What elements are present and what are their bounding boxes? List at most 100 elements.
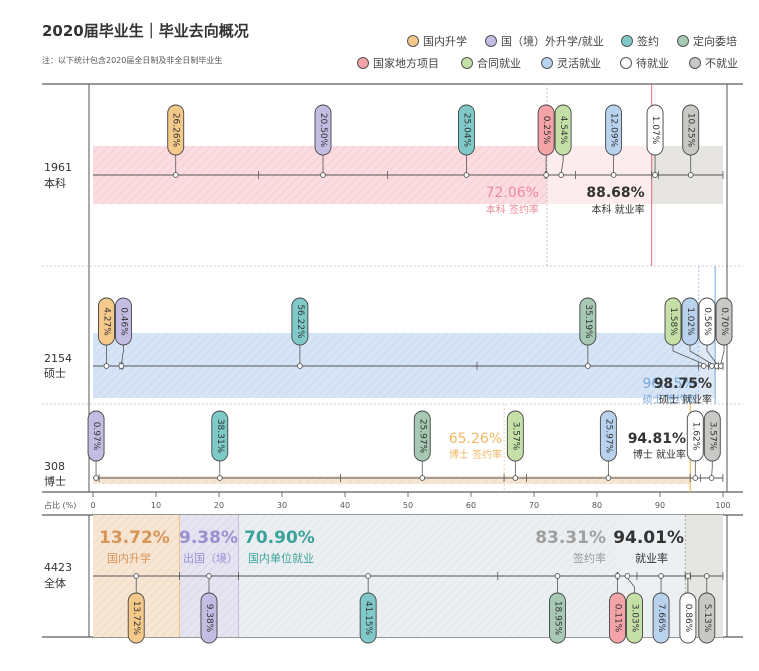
sign-rate-label: 硕士 签约率 xyxy=(643,393,696,406)
label-pill xyxy=(609,592,626,644)
segment-dot xyxy=(133,573,140,579)
value-label: 3.57% xyxy=(510,422,520,451)
segment-dot xyxy=(512,475,519,481)
value-label: 1.58% xyxy=(668,307,678,336)
legend-swatch xyxy=(689,57,701,69)
value-label: 35.19% xyxy=(583,304,593,339)
summary-value: 9.38% xyxy=(179,528,238,548)
value-label: 0.56% xyxy=(702,307,712,336)
legend-label: 签约 xyxy=(637,35,659,48)
legend-label: 定向委培 xyxy=(693,35,737,48)
label-pill xyxy=(87,410,105,462)
label-pill xyxy=(646,104,664,156)
value-label: 5.13% xyxy=(702,604,712,633)
label-pill xyxy=(167,104,185,156)
value-label: 38.31% xyxy=(215,419,225,454)
group-name: 硕士 xyxy=(44,367,66,380)
legend-label: 国家地方项目 xyxy=(373,57,439,70)
label-pill xyxy=(626,592,643,644)
legend-swatch xyxy=(407,35,419,47)
sign-rate-value: 72.06% xyxy=(486,185,539,201)
segment-dot xyxy=(297,363,303,369)
x-tick-label: 60 xyxy=(466,501,476,510)
label-pill xyxy=(681,297,699,346)
value-label: 12.09% xyxy=(609,113,619,148)
label-pill xyxy=(413,410,431,462)
label-pill xyxy=(506,410,524,462)
employment-rate-value: 94.01% xyxy=(613,528,684,548)
value-label: 56.22% xyxy=(295,304,305,339)
value-label: 3.03% xyxy=(630,604,640,633)
legend-item-directed: 定向委培 xyxy=(677,33,737,49)
x-axis-label: 占比 (%) xyxy=(44,500,76,510)
legend-item-pending: 待就业 xyxy=(620,55,669,71)
segment-dot xyxy=(419,475,426,481)
legend-label: 国（境）外升学/就业 xyxy=(501,35,604,48)
segment-dot xyxy=(365,573,372,579)
label-connector xyxy=(672,345,704,365)
legend-swatch xyxy=(620,57,632,69)
legend-label: 待就业 xyxy=(636,57,669,70)
legend-swatch xyxy=(541,57,553,69)
summary-value: 13.72% xyxy=(99,528,170,548)
segment-dot xyxy=(652,172,658,178)
value-label: 13.72% xyxy=(131,601,141,636)
value-label: 20.50% xyxy=(318,113,328,148)
segment-dot xyxy=(93,475,99,481)
x-tick-label: 0 xyxy=(90,501,95,510)
segment-dot xyxy=(118,363,125,369)
segment-dot xyxy=(463,172,470,178)
label-connector xyxy=(720,345,725,365)
value-label: 0.97% xyxy=(91,422,101,451)
value-label: 0.70% xyxy=(719,307,729,336)
segment-dot xyxy=(610,172,617,178)
group-name: 全体 xyxy=(44,576,66,590)
segment-dot xyxy=(717,363,724,369)
segment-dot xyxy=(708,475,715,481)
segment-dot xyxy=(624,573,631,579)
segment-dot xyxy=(658,573,664,579)
group-name: 博士 xyxy=(44,475,66,488)
label-pill xyxy=(98,297,115,346)
label-pill xyxy=(458,104,475,156)
sign-rate-value: 65.26% xyxy=(449,431,502,447)
value-label: 1.62% xyxy=(690,422,700,451)
label-connector xyxy=(689,345,713,365)
label-pill xyxy=(664,297,682,346)
legend-swatch xyxy=(677,35,689,47)
label-pill xyxy=(652,592,670,644)
value-label: 9.38% xyxy=(204,604,214,633)
segment-dot xyxy=(543,172,549,178)
segment-dot xyxy=(172,172,179,178)
legend-item-abroad: 国（境）外升学/就业 xyxy=(485,33,604,49)
segment-dot xyxy=(703,573,710,579)
segment-dot xyxy=(687,172,694,178)
label-pill xyxy=(698,297,716,346)
legend-swatch xyxy=(357,57,369,69)
segment-dot xyxy=(685,573,691,579)
employment-rate-label: 硕士 就业率 xyxy=(659,393,712,406)
group-count: 308 xyxy=(44,460,65,473)
segment-dot xyxy=(103,363,110,369)
label-pill xyxy=(359,592,377,644)
segment-dot xyxy=(558,172,565,178)
group-name: 本科 xyxy=(44,176,66,190)
sign-rate-band xyxy=(93,476,691,484)
value-label: 18.95% xyxy=(552,601,562,636)
value-label: 10.25% xyxy=(686,113,696,148)
legend-swatch xyxy=(621,35,633,47)
segment-dot xyxy=(206,573,212,579)
value-label: 4.27% xyxy=(101,307,111,336)
legend-swatch xyxy=(461,57,473,69)
segment-dot xyxy=(614,573,621,579)
label-pill xyxy=(127,592,145,644)
label-pill xyxy=(682,104,700,156)
group-count: 4423 xyxy=(44,561,72,574)
label-pill xyxy=(291,297,309,346)
segment-dot xyxy=(320,172,326,178)
legend-label: 合同就业 xyxy=(477,57,521,70)
label-pill xyxy=(698,592,716,644)
summary-label: 国内升学 xyxy=(107,551,151,565)
label-connector xyxy=(706,345,718,365)
